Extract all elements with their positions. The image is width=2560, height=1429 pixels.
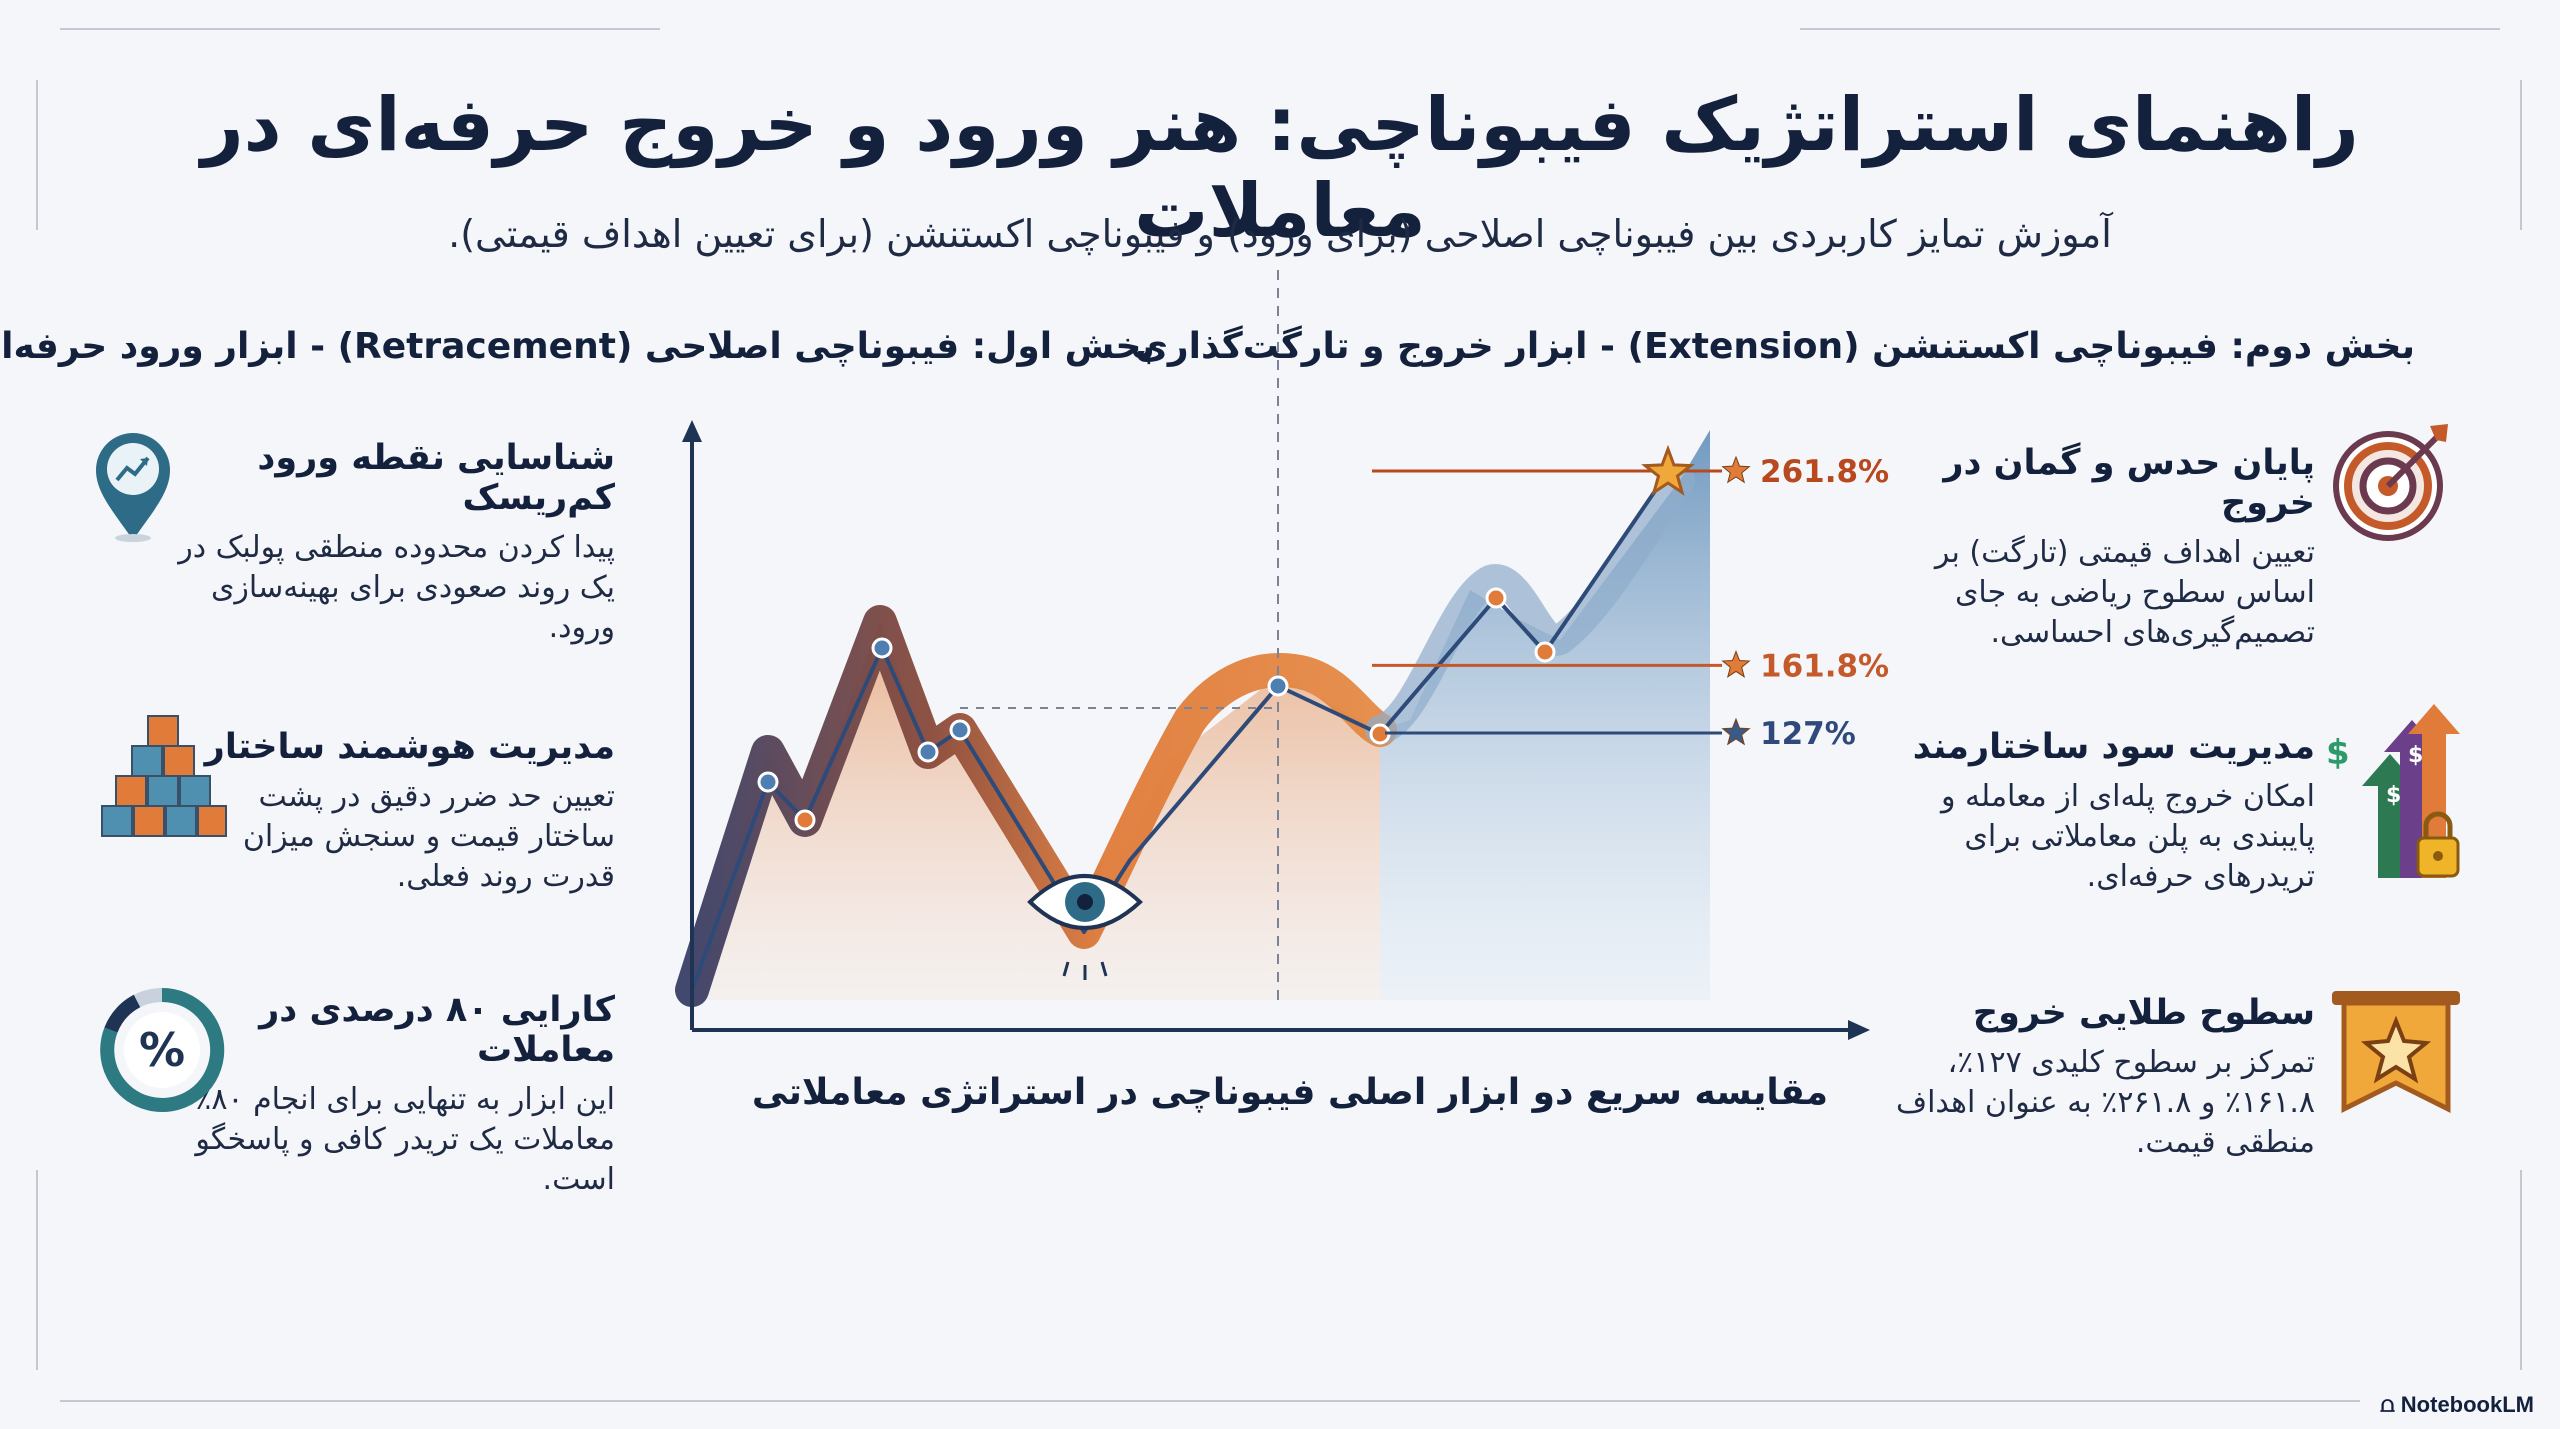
left-card-3: کارایی ۸۰ درصدی در معاملات این ابزار به … (175, 990, 615, 1200)
extension-level-label-1: 127% (1760, 716, 1856, 752)
svg-text:$: $ (2408, 743, 2423, 768)
frame-right-top (2520, 80, 2522, 230)
pivot-point-2 (794, 809, 816, 831)
left-card-3-text: این ابزار به تنهایی برای انجام ۸۰٪ معامل… (195, 1082, 615, 1197)
right-card-2-text: امکان خروج پله‌ای از معامله و پایبندی به… (1940, 779, 2315, 894)
frame-bottom (60, 1400, 2360, 1402)
ribbon-star-icon (2332, 991, 2460, 1114)
extension-level-star-1 (1721, 717, 1751, 746)
left-card-1-text: پیدا کردن محدوده منطقی پولبک در یک روند … (178, 530, 615, 645)
percent-symbol: % (138, 1023, 186, 1077)
retracement-area (692, 622, 1380, 1000)
right-card-3-text: تمرکز بر سطوح کلیدی ۱۲۷٪، ۱۶۱.۸٪ و ۲۶۱.۸… (1896, 1045, 2315, 1160)
left-card-1-title: شناسایی نقطه ورود کم‌ریسک (257, 438, 615, 518)
percent-ring-icon: % (97, 985, 227, 1115)
pivot-point-4 (917, 741, 939, 763)
right-card-1-title: پایان حدس و گمان در خروج (1943, 443, 2315, 523)
right-card-1: پایان حدس و گمان در خروج تعیین اهداف قیم… (1895, 443, 2315, 653)
y-axis-arrow (682, 420, 702, 442)
page-title: راهنمای استراتژیک فیبوناچی: هنر ورود و خ… (201, 82, 2359, 254)
pivot-point-5 (949, 719, 971, 741)
eye-ray-3 (1100, 961, 1108, 977)
eye-ray-1 (1062, 961, 1070, 977)
page-subtitle: آموزش تمایز کاربردی بین فیبوناچی اصلاحی … (448, 212, 2112, 256)
left-card-2-title: مدیریت هوشمند ساختار (204, 727, 615, 767)
chart-caption: مقایسه سریع دو ابزار اصلی فیبوناچی در اس… (751, 1072, 1829, 1113)
stacked-blocks-icon (101, 715, 227, 837)
left-card-1: شناسایی نقطه ورود کم‌ریسک پیدا کردن محدو… (155, 438, 615, 648)
pivot-point-1 (757, 771, 779, 793)
pivot-point-3 (871, 637, 893, 659)
svg-text:$: $ (2386, 783, 2401, 808)
extension-level-star-2 (1721, 650, 1751, 678)
right-card-1-text: تعیین اهداف قیمتی (تارگت) بر اساس سطوح ر… (1934, 535, 2315, 650)
extension-level-label-2: 161.8% (1760, 648, 1889, 684)
left-card-3-title: کارایی ۸۰ درصدی در معاملات (259, 990, 615, 1070)
x-axis-arrow (1848, 1020, 1870, 1040)
target-star (1641, 444, 1695, 496)
right-card-3-title: سطوح طلایی خروج (1972, 993, 2315, 1033)
extension-level-star-3 (1721, 455, 1751, 484)
section-heading-right: بخش دوم: فیبوناچی اکستنشن (Extension) - … (1134, 326, 2415, 367)
target-arrow-icon (2333, 424, 2448, 541)
pivot-point-8 (1485, 587, 1507, 609)
brand-label: NotebookLM (2400, 1392, 2534, 1417)
frame-right-bottom (2520, 1170, 2522, 1370)
left-card-2: مدیریت هوشمند ساختار تعیین حد ضرر دقیق د… (175, 727, 615, 897)
brand-notebooklm: ⩍ NotebookLM (2380, 1392, 2534, 1417)
map-pin-chart-icon (96, 433, 170, 542)
left-card-2-text: تعیین حد ضرر دقیق در پشت ساختار قیمت و س… (242, 779, 615, 894)
svg-text:$: $ (2326, 733, 2350, 773)
right-card-2: مدیریت سود ساختارمند امکان خروج پله‌ای ا… (1895, 727, 2315, 897)
pivot-point-6 (1267, 675, 1289, 697)
frame-top-right (1800, 28, 2500, 30)
right-card-3: سطوح طلایی خروج تمرکز بر سطوح کلیدی ۱۲۷٪… (1885, 993, 2315, 1163)
frame-left-top (36, 80, 38, 230)
pivot-point-9 (1534, 641, 1556, 663)
section-heading-left: بخش اول: فیبوناچی اصلاحی (Retracement) -… (0, 326, 1155, 367)
growth-arrows-lock-icon: $ $ $ (2326, 704, 2460, 878)
right-card-2-title: مدیریت سود ساختارمند (1912, 727, 2315, 767)
extension-level-label-3: 261.8% (1760, 454, 1889, 490)
eye-center (1077, 894, 1093, 910)
frame-left-bottom (36, 1170, 38, 1370)
frame-top-left (60, 28, 660, 30)
